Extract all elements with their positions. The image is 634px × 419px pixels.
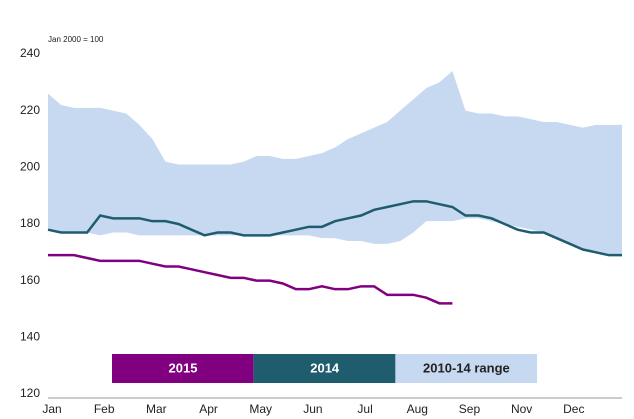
legend-swatch: [112, 354, 254, 383]
y-tick-label: 180: [20, 216, 40, 230]
legend-label: 2010-14 range: [423, 360, 510, 375]
legend-label: 2015: [169, 360, 198, 375]
x-tick-label: Apr: [199, 402, 218, 416]
annotation: Jan 2000 = 100: [48, 35, 104, 44]
y-tick-label: 200: [20, 160, 40, 174]
y-tick-label: 220: [20, 103, 40, 117]
legend-label: 2014: [310, 360, 340, 375]
x-tick-label: Feb: [94, 402, 115, 416]
range-area: [48, 71, 622, 256]
x-tick-label: Nov: [511, 402, 532, 416]
legend-swatch: [395, 354, 538, 383]
x-tick-label: Mar: [146, 402, 167, 416]
x-tick-label: Jun: [303, 402, 322, 416]
x-tick-label: May: [249, 402, 272, 416]
y-tick-label: 120: [20, 386, 40, 400]
y-tick-label: 140: [20, 330, 40, 344]
x-tick-label: Jul: [357, 402, 372, 416]
series-line: [47, 200, 622, 257]
x-tick-label: Aug: [407, 402, 428, 416]
x-tick-label: Dec: [563, 402, 584, 416]
y-tick-label: 160: [20, 273, 40, 287]
series-line: [48, 253, 453, 305]
x-tick-label: Jan: [42, 402, 61, 416]
x-tick-label: Sep: [459, 402, 481, 416]
y-tick-label: 240: [20, 46, 40, 60]
legend-swatch: [253, 354, 396, 383]
